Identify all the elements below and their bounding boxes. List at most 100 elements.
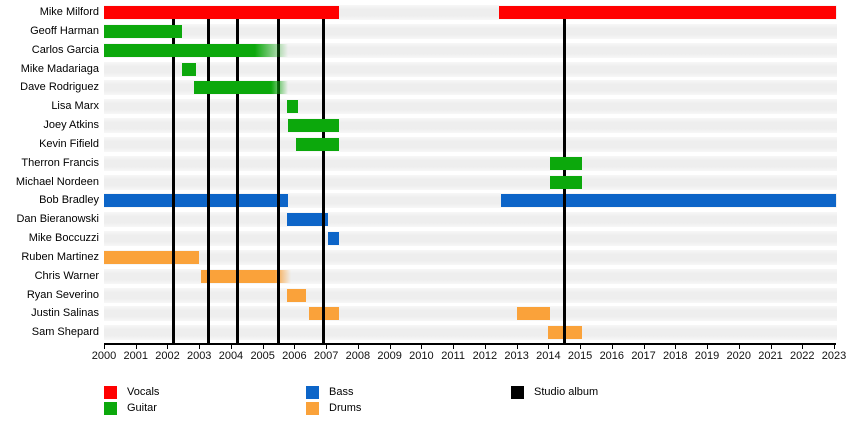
studio-album-line (321, 18, 325, 343)
member-row-stripe (104, 155, 837, 171)
axis-tick (770, 345, 772, 349)
tenure-bar (327, 232, 339, 245)
tenure-bar (104, 6, 339, 19)
member-row-stripe (104, 306, 837, 322)
tenure-bar (286, 100, 298, 114)
member-label: Michael Nordeen (15, 175, 99, 188)
member-row-stripe (104, 118, 837, 133)
axis-tick (389, 345, 391, 349)
axis-tick-label: 2023 (821, 350, 847, 362)
axis-tick-label: 2022 (790, 350, 815, 362)
axis-tick-label: 2008 (345, 350, 371, 362)
axis-tick (230, 345, 232, 349)
axis-tick (421, 345, 423, 349)
member-label: Chris Warner (34, 269, 99, 282)
axis-tick-label: 2020 (726, 350, 752, 362)
axis-tick-label: 2000 (91, 350, 117, 362)
axis-tick (167, 345, 169, 349)
tenure-bar (286, 288, 306, 302)
axis-tick (643, 345, 645, 349)
axis-tick (580, 345, 582, 349)
axis-tick (611, 345, 613, 349)
axis-tick-label: 2017 (631, 350, 656, 362)
studio-album-line (277, 18, 281, 343)
studio-album-line (172, 18, 176, 343)
axis-tick-label: 2013 (504, 350, 529, 362)
member-row-stripe (104, 174, 837, 190)
tenure-bar (104, 194, 289, 208)
legend-swatch-bass (306, 386, 319, 399)
axis-tick-label: 2012 (472, 350, 498, 362)
axis-tick (738, 345, 740, 349)
legend-label: Bass (329, 386, 354, 398)
axis-tick-label: 2009 (377, 350, 402, 362)
member-row-stripe (104, 287, 837, 303)
member-row-stripe (104, 61, 837, 77)
tenure-bar (104, 43, 289, 57)
axis-tick (802, 345, 804, 349)
member-row-stripe (104, 325, 837, 341)
axis-tick (707, 345, 709, 349)
axis-tick (675, 345, 677, 349)
axis-tick (104, 345, 105, 349)
axis-tick (453, 345, 455, 349)
member-row-stripe (104, 23, 837, 39)
tenure-bar (104, 250, 200, 264)
axis-tick-label: 2015 (567, 350, 593, 362)
axis-line (104, 343, 836, 345)
legend-swatch-guitar (104, 402, 117, 415)
axis-tick-label: 2019 (694, 350, 720, 362)
legend-swatch-vocals (104, 386, 117, 399)
axis-tick (199, 345, 201, 349)
axis-tick-label: 2004 (218, 350, 244, 362)
member-label: Kevin Fifield (39, 137, 99, 150)
tenure-bar (194, 81, 289, 95)
axis-tick (834, 345, 835, 349)
member-label: Sam Shepard (31, 326, 99, 339)
member-label: Ruben Martinez (21, 250, 99, 263)
member-row-stripe (104, 231, 837, 246)
axis-tick-label: 2001 (123, 350, 148, 362)
axis-tick (135, 345, 137, 349)
tenure-bar (516, 307, 550, 321)
axis-tick-label: 2016 (599, 350, 625, 362)
member-label: Dave Rodriguez (20, 81, 99, 94)
tenure-bar (296, 137, 339, 151)
legend-label: Studio album (534, 386, 599, 398)
member-label: Lisa Marx (51, 100, 99, 113)
axis-tick-label: 2014 (536, 350, 561, 362)
member-label: Mike Madariaga (20, 62, 99, 75)
tenure-bar (499, 6, 836, 19)
tenure-bar (288, 119, 339, 132)
member-label: Dan Bieranowski (16, 213, 99, 226)
member-row-stripe (104, 136, 837, 152)
axis-tick-label: 2005 (250, 350, 275, 362)
axis-tick-label: 2007 (313, 350, 339, 362)
axis-tick (516, 345, 518, 349)
axis-tick-label: 2021 (758, 350, 783, 362)
member-label: Carlos Garcia (31, 43, 99, 56)
member-row-stripe (104, 249, 837, 265)
studio-album-line (235, 18, 239, 343)
member-label: Bob Bradley (39, 194, 99, 207)
tenure-bar (549, 156, 582, 170)
axis-tick-label: 2018 (663, 350, 688, 362)
axis-tick (548, 345, 550, 349)
axis-tick-label: 2011 (441, 350, 465, 362)
legend-label: Drums (329, 402, 362, 414)
member-row-stripe (104, 212, 837, 228)
axis-tick-label: 2002 (155, 350, 180, 362)
member-label: Ryan Severino (26, 288, 99, 301)
member-label: Geoff Harman (30, 24, 99, 37)
legend-swatch-drums (306, 402, 319, 415)
tenure-bar (181, 62, 197, 76)
axis-tick (294, 345, 296, 349)
axis-tick (326, 345, 328, 349)
axis-tick-label: 2006 (282, 350, 307, 362)
member-label: Therron Francis (21, 156, 99, 169)
legend-label: Guitar (127, 402, 157, 414)
member-label: Joey Atkins (43, 119, 99, 131)
legend-label: Vocals (127, 386, 160, 398)
tenure-bar (549, 175, 582, 189)
tenure-bar (200, 269, 292, 283)
